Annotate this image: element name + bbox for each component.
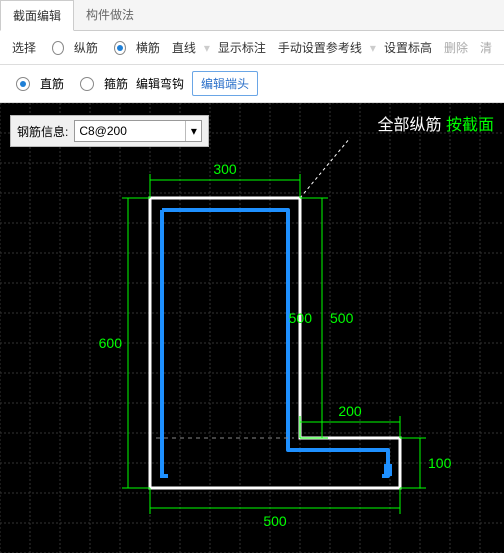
radio-hengjin[interactable]: [114, 41, 126, 55]
chevron-down-icon[interactable]: ▾: [185, 121, 201, 141]
rebar-info-combo[interactable]: ▾: [74, 120, 202, 142]
edit-bend[interactable]: 编辑弯钩: [136, 75, 184, 92]
svg-text:500: 500: [330, 310, 354, 326]
line-tool[interactable]: 直线: [168, 37, 200, 58]
rebar-info-input[interactable]: [75, 121, 185, 141]
section-drawing: 300 600 500 500 200 100 500: [0, 103, 504, 553]
radio-gujin[interactable]: [80, 77, 94, 91]
tab-component-method[interactable]: 构件做法: [74, 0, 146, 30]
corner-white-text: 全部纵筋: [378, 117, 442, 134]
label-zongjin: 纵筋: [70, 37, 102, 58]
svg-text:200: 200: [338, 403, 362, 419]
show-annotation[interactable]: 显示标注: [214, 37, 270, 58]
corner-green-text: 按截面: [446, 117, 494, 134]
radio-zhijin[interactable]: [16, 77, 30, 91]
corner-annotation: 全部纵筋 按截面: [378, 111, 494, 135]
tab-section-edit[interactable]: 截面编辑: [0, 0, 74, 31]
label-zhijin: 直筋: [40, 75, 64, 92]
edit-end-button[interactable]: 编辑端头: [192, 71, 258, 96]
svg-text:500: 500: [263, 513, 287, 529]
rebar-info-label: 钢筋信息:: [17, 123, 68, 140]
select-tool[interactable]: 选择: [8, 37, 40, 58]
radio-zongjin[interactable]: [52, 41, 64, 55]
clear-action[interactable]: 清: [476, 37, 496, 58]
drawing-canvas[interactable]: 钢筋信息: ▾ 全部纵筋 按截面 300 600 500 500 200 100 500: [0, 103, 504, 553]
set-elevation[interactable]: 设置标高: [380, 37, 436, 58]
tabs-bar: 截面编辑 构件做法: [0, 0, 504, 31]
toolbar-rebar: 直筋 箍筋 编辑弯钩 编辑端头: [0, 65, 504, 103]
toolbar-main: 选择 纵筋 横筋 直线 ▾ 显示标注 手动设置参考线 ▾ 设置标高 删除 清: [0, 31, 504, 65]
svg-text:600: 600: [99, 335, 123, 351]
svg-text:300: 300: [213, 161, 237, 177]
rebar-info-panel: 钢筋信息: ▾: [10, 115, 209, 147]
svg-text:100: 100: [428, 455, 452, 471]
delete-action[interactable]: 删除: [440, 37, 472, 58]
label-gujin: 箍筋: [104, 75, 128, 92]
label-hengjin: 横筋: [132, 37, 164, 58]
svg-text:500: 500: [289, 310, 313, 326]
manual-ref[interactable]: 手动设置参考线: [274, 37, 366, 58]
